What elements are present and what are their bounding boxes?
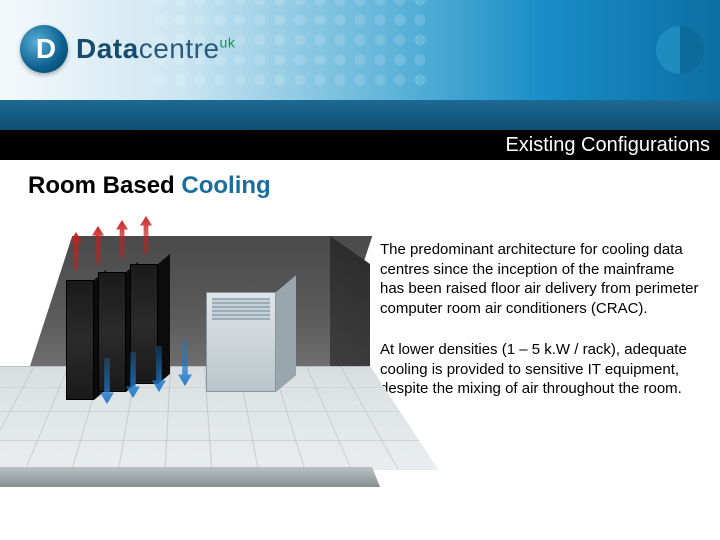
slide-body: The predominant architecture for cooling… (0, 218, 720, 498)
crac-vent (212, 298, 270, 320)
subtitle-part1: Room Based (28, 172, 175, 199)
logo-wordmark: Datacentreuk (76, 33, 235, 65)
server-rack (66, 280, 94, 400)
raised-floor-edge (0, 467, 380, 487)
slide-title-bar: Existing Configurations (0, 130, 720, 160)
slide-title: Existing Configurations (505, 134, 710, 157)
paragraph-2: At lower densities (1 – 5 k.W / rack), a… (380, 340, 702, 399)
server-rack (98, 272, 126, 392)
brand-logo: D Datacentreuk (20, 25, 235, 73)
crac-unit-side (276, 275, 296, 392)
slide-header: D Datacentreuk (0, 0, 720, 130)
logo-letter: D (36, 33, 56, 65)
paragraph-1: The predominant architecture for cooling… (380, 240, 702, 318)
corner-logo-icon (654, 24, 706, 76)
slide-subtitle: Room Based Cooling (28, 172, 271, 200)
room-cooling-diagram (0, 218, 370, 498)
subtitle-part2: Cooling (181, 172, 270, 199)
header-accent-bar (0, 100, 720, 130)
logo-roundel-icon: D (20, 25, 68, 73)
